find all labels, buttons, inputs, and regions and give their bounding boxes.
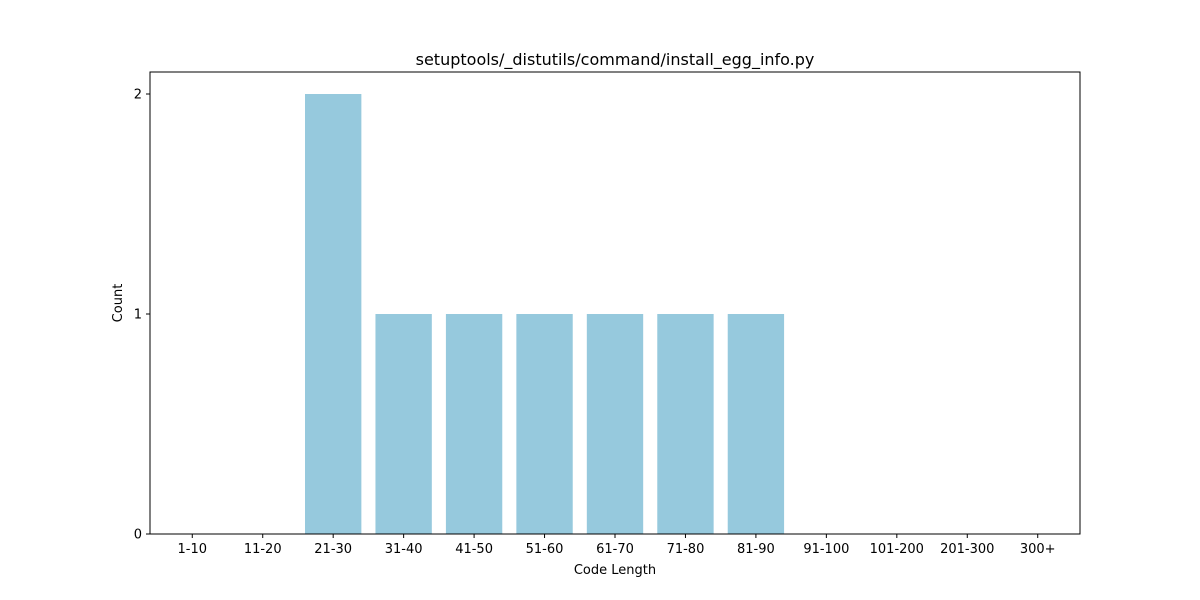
y-tick-label: 2 (134, 88, 142, 103)
x-tick-label: 61-70 (596, 542, 634, 557)
x-tick-label: 51-60 (526, 542, 564, 557)
y-tick-label: 0 (134, 528, 142, 543)
x-tick-label: 91-100 (803, 542, 849, 557)
bar-41-50 (445, 314, 503, 534)
x-tick-label: 81-90 (737, 542, 775, 557)
y-axis-ticks: 0 1 2 (134, 88, 150, 543)
bar-61-70 (586, 314, 644, 534)
x-tick-label: 300+ (1020, 542, 1056, 557)
y-axis-label: Count (111, 284, 126, 323)
x-tick-label: 41-50 (455, 542, 493, 557)
bar-81-90 (727, 314, 785, 534)
bar-71-80 (657, 314, 714, 534)
bar-51-60 (516, 314, 573, 534)
x-axis-label: Code Length (574, 563, 656, 578)
x-tick-label: 31-40 (385, 542, 423, 557)
chart-title: setuptools/_distutils/command/install_eg… (416, 50, 815, 70)
x-tick-label: 71-80 (667, 542, 705, 557)
x-tick-label: 201-300 (940, 542, 994, 557)
x-tick-label: 11-20 (244, 542, 282, 557)
x-tick-label: 101-200 (870, 542, 924, 557)
bars-group (305, 94, 785, 534)
x-tick-label: 21-30 (314, 542, 352, 557)
bar-21-30 (305, 94, 362, 534)
y-tick-label: 1 (134, 308, 142, 323)
x-axis-ticks: 1-10 11-20 21-30 31-40 41-50 51-60 61-70 71-80 8… (178, 534, 1056, 557)
x-tick-label: 1-10 (178, 542, 208, 557)
bar-31-40 (375, 314, 432, 534)
